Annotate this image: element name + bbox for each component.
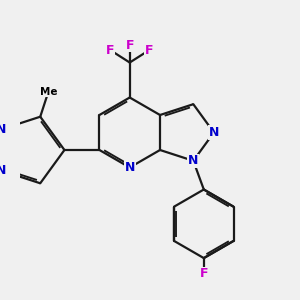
Text: F: F [125,38,134,52]
Text: N: N [188,154,199,167]
Text: N: N [124,161,135,174]
Text: F: F [106,44,115,57]
Text: N: N [0,164,6,177]
Text: F: F [200,267,208,280]
Text: N: N [209,126,219,139]
Text: N: N [0,123,6,136]
Text: F: F [145,44,153,57]
Text: Me: Me [40,87,57,97]
